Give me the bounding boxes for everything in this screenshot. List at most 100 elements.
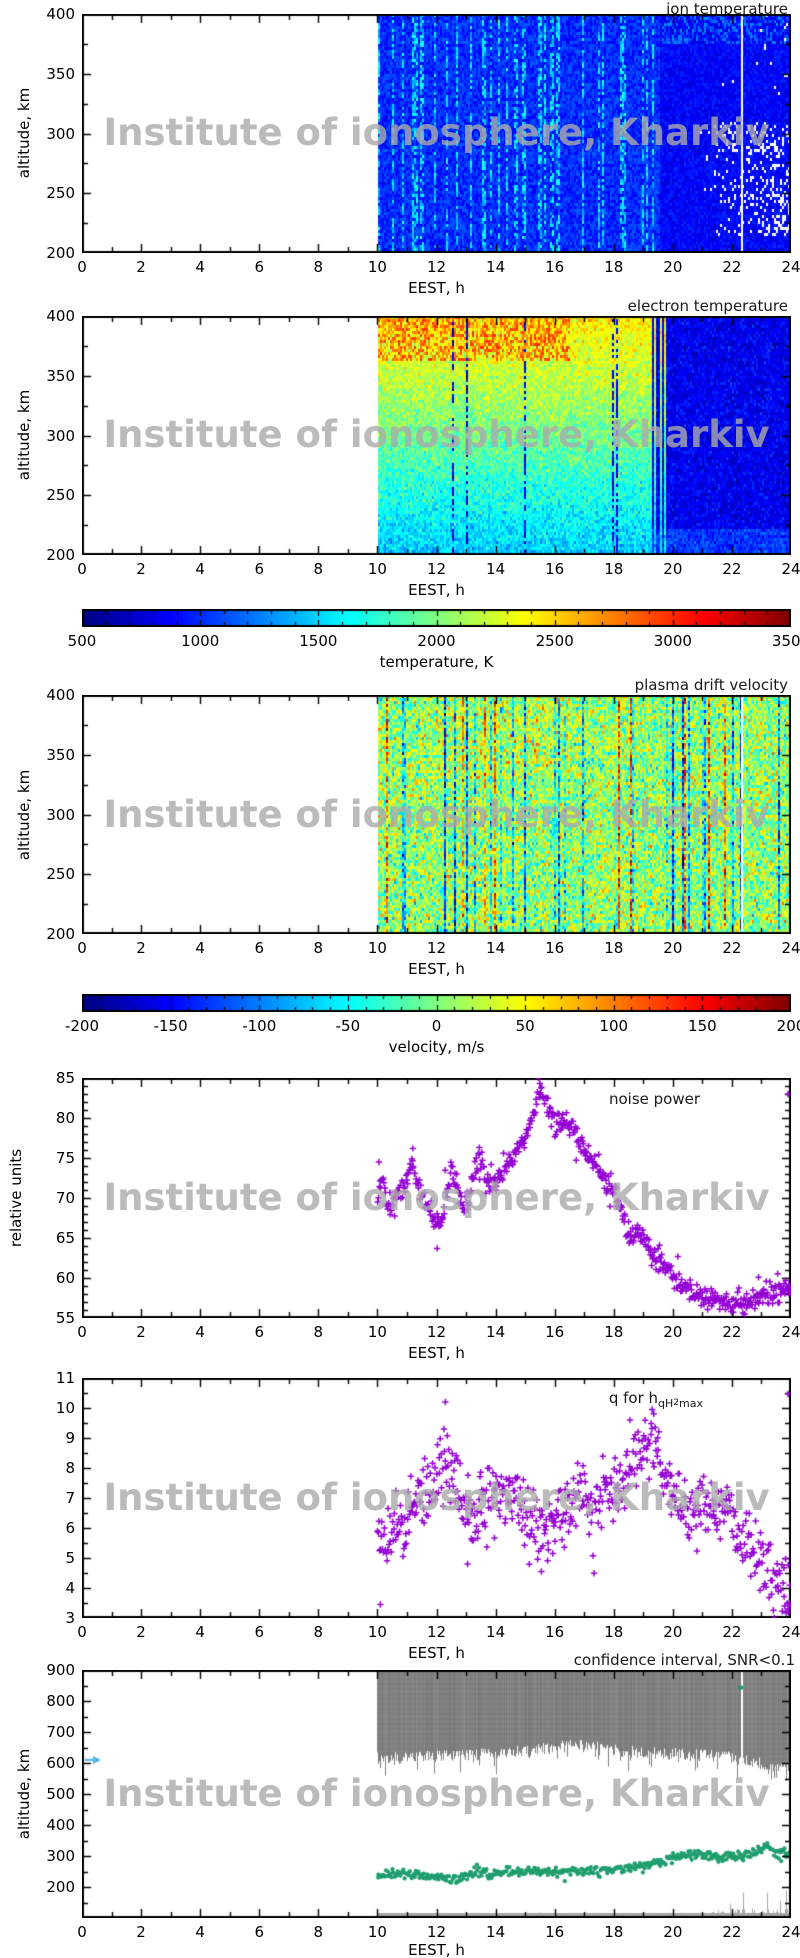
tick-label: 3 [65,1609,75,1627]
tick-label: 400 [46,5,75,23]
tick-label: 18 [604,1323,624,1341]
tick-label: 1500 [299,632,338,650]
plasma-drift-velocity-heatmap [82,695,791,934]
q-x-axis-label: EEST, h [408,1644,465,1662]
tick-label: 1000 [181,632,220,650]
tick-label: 18 [604,939,624,957]
tick-label: 10 [367,1323,387,1341]
tick-label: 6 [254,1623,265,1641]
tick-label: 18 [604,258,624,276]
confidence-interval-title: confidence interval, SNR<0.1 [573,1651,795,1669]
tick-label: 6 [254,258,265,276]
tick-label: 24 [781,560,800,578]
tick-label: 2 [136,258,146,276]
tick-label: 12 [426,939,447,957]
tick-label: 2000 [417,632,456,650]
tick-label: 400 [46,686,75,704]
tick-label: 0 [77,939,87,957]
tick-label: 6 [254,939,265,957]
tick-label: 12 [426,1923,447,1941]
drift-x-axis-label: EEST, h [408,960,465,978]
tick-label: 900 [46,1661,75,1679]
tick-label: -150 [153,1017,188,1035]
tick-label: -100 [242,1017,277,1035]
tick-label: 300 [46,426,75,445]
tick-label: 2500 [535,632,574,650]
tick-label: 12 [426,1323,447,1341]
tick-label: 16 [545,258,565,276]
tick-label: 18 [604,1923,624,1941]
tick-label: 22 [722,258,742,276]
tick-label: 0 [431,1017,442,1035]
tick-label: 16 [545,1323,565,1341]
tick-label: 5 [65,1549,75,1567]
tick-label: 0 [77,1323,87,1341]
plasma-drift-velocity-title: plasma drift velocity [634,676,788,694]
tick-label: 250 [46,184,75,203]
tick-label: 14 [486,1923,506,1941]
tick-label: 10 [367,939,387,957]
tick-label: 2 [136,1323,146,1341]
tick-label: 4 [195,1323,205,1341]
tick-label: 4 [195,258,205,276]
tick-label: 6 [254,560,265,578]
tick-label: 14 [486,258,506,276]
tick-label: 6 [254,1323,265,1341]
tick-label: 600 [46,1754,75,1772]
tick-label: 4 [195,1623,205,1641]
tick-label: 10 [55,1399,75,1417]
tick-label: 9 [65,1429,75,1447]
tick-label: 3500 [771,632,800,650]
tick-label: 0 [77,258,87,276]
tick-label: 20 [663,939,683,957]
tick-label: 10 [367,258,387,276]
velocity-colorbar [82,994,791,1012]
tick-label: 24 [781,939,800,957]
tick-label: 4 [65,1579,75,1597]
tick-label: 150 [688,1017,717,1035]
tick-label: 24 [781,1923,800,1941]
tick-label: 24 [781,258,800,276]
tick-label: 24 [781,1323,800,1341]
tick-label: 500 [46,1785,75,1803]
tick-label: 0 [77,1623,87,1641]
tick-label: 0 [77,560,87,578]
tick-label: 10 [367,1623,387,1641]
tick-label: 22 [722,939,742,957]
tick-label: 12 [426,258,447,276]
tick-label: 14 [486,560,506,578]
tick-label: 3000 [653,632,692,650]
tick-label: 200 [776,1017,800,1035]
tick-label: 350 [46,366,75,385]
tick-label: 20 [663,1923,683,1941]
tick-label: 250 [46,865,75,884]
tick-label: 8 [313,939,324,957]
noise-power-scatter [82,1078,791,1318]
electron-temperature-title: electron temperature [627,297,788,315]
tick-label: 10 [367,560,387,578]
tick-label: 18 [604,560,624,578]
tick-label: 300 [46,1847,75,1865]
tick-label: 55 [55,1309,75,1327]
tick-label: 14 [486,939,506,957]
tick-label: 20 [663,258,683,276]
q-factor-scatter [82,1378,791,1618]
tick-label: -200 [64,1017,100,1035]
tick-label: 22 [722,1923,742,1941]
ion-temperature-heatmap [82,14,791,253]
noise-x-axis-label: EEST, h [408,1344,465,1362]
ion-x-axis-label: EEST, h [408,279,465,297]
tick-label: 16 [545,560,565,578]
ion-temperature-title: ion temperature [666,0,788,18]
tick-label: 4 [195,560,205,578]
tick-label: 8 [313,1923,324,1941]
tick-label: 8 [313,1323,324,1341]
tick-label: 50 [515,1017,535,1035]
tick-label: 60 [55,1269,75,1287]
confidence-interval-plot [82,1670,791,1918]
tick-label: 2 [136,939,146,957]
tick-label: 200 [46,546,75,564]
tick-label: 400 [46,307,75,325]
electron-x-axis-label: EEST, h [408,581,465,599]
tick-label: 800 [46,1692,75,1710]
